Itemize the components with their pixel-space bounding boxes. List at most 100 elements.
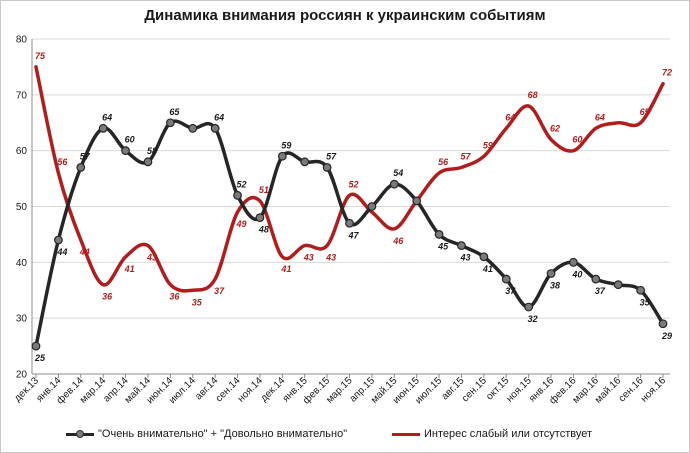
data-label-interest: 49: [236, 219, 247, 229]
data-point-attention: [569, 257, 578, 267]
data-label-interest: 57: [460, 151, 471, 161]
data-point-attention: [434, 230, 444, 239]
data-label-interest: 41: [124, 264, 135, 274]
data-label-attention: 52: [237, 179, 247, 189]
data-label-interest: 43: [146, 253, 157, 263]
data-point-attention: [613, 280, 623, 290]
data-point-attention: [591, 274, 601, 284]
data-label-interest: 65: [640, 107, 651, 117]
data-label-interest: 46: [392, 236, 404, 246]
data-point-attention: [658, 319, 668, 329]
data-label-attention: 40: [571, 269, 582, 279]
data-label-interest: 52: [348, 179, 358, 189]
y-tick-label: 50: [16, 202, 28, 213]
data-label-interest: 56: [57, 157, 68, 167]
x-tick-label: май.16: [593, 375, 624, 406]
data-label-attention: 38: [550, 281, 560, 291]
x-tick-label: мар.14: [78, 375, 109, 406]
data-label-attention: 60: [125, 135, 135, 145]
x-tick-label: ноя.16: [639, 375, 669, 405]
data-point-attention: [479, 252, 489, 262]
data-label-attention: 57: [326, 151, 337, 161]
data-label-attention: 47: [347, 230, 359, 240]
data-label-interest: 64: [505, 112, 515, 122]
data-label-interest: 36: [102, 292, 113, 302]
data-label-attention: 45: [437, 241, 449, 251]
y-tick-label: 70: [16, 90, 28, 101]
data-point-attention: [31, 341, 41, 351]
data-label-attention: 29: [661, 331, 672, 341]
data-point-attention: [412, 196, 422, 206]
data-point-attention: [636, 285, 646, 295]
data-point-attention: [389, 179, 399, 189]
data-label-interest: 37: [214, 286, 225, 296]
legend-label-interest: Интерес слабый или отсутствует: [424, 428, 593, 440]
data-point-attention: [255, 213, 265, 223]
data-label-attention: 64: [214, 112, 224, 122]
legend-label-attention: "Очень внимательно" + "Довольно внимател…: [98, 428, 348, 440]
data-label-interest: 35: [192, 297, 203, 307]
data-point-attention: [457, 241, 466, 250]
data-label-attention: 59: [281, 140, 291, 150]
legend-item-attention: "Очень внимательно" + "Довольно внимател…: [66, 428, 347, 440]
data-point-attention: [501, 274, 511, 284]
data-label-attention: 37: [595, 286, 606, 296]
legend-swatch-attention: [66, 428, 94, 440]
chart-title: Динамика внимания россиян к украинским с…: [144, 7, 546, 24]
x-tick-label: мар.15: [324, 375, 355, 406]
data-label-attention: 35: [640, 297, 651, 307]
data-label-attention: 37: [505, 286, 516, 296]
data-label-attention: 44: [56, 247, 67, 257]
data-label-interest: 43: [325, 253, 336, 263]
y-tick-label: 80: [16, 35, 28, 46]
data-point-attention: [322, 163, 332, 172]
data-label-interest: 56: [438, 157, 449, 167]
data-point-attention: [165, 118, 175, 128]
legend-item-interest: Интерес слабый или отсутствует: [392, 428, 592, 440]
data-label-interest: 41: [280, 264, 291, 274]
data-label-attention: 25: [34, 353, 46, 363]
data-point-attention: [546, 269, 556, 278]
data-point-attention: [300, 157, 310, 167]
data-point-attention: [233, 190, 242, 200]
data-point-attention: [210, 123, 220, 133]
data-label-interest: 44: [79, 247, 90, 257]
data-label-interest: 64: [595, 112, 605, 122]
series-line-interest: [34, 65, 665, 293]
data-label-attention: 48: [258, 225, 269, 235]
data-label-attention: 43: [459, 253, 470, 263]
data-label-interest: 43: [303, 253, 314, 263]
data-point-attention: [76, 163, 86, 172]
legend-swatch-interest: [392, 428, 420, 440]
data-point-attention: [53, 235, 63, 245]
x-tick-label: сен.15: [460, 375, 489, 404]
series-line-attention: [34, 119, 665, 348]
data-point-attention: [345, 218, 354, 228]
data-point-attention: [277, 151, 287, 161]
data-label-interest: 51: [259, 185, 269, 195]
y-tick-label: 60: [16, 146, 28, 157]
data-label-interest: 59: [483, 140, 493, 150]
y-tick-label: 20: [16, 370, 28, 381]
data-label-interest: 62: [550, 124, 560, 134]
data-label-attention: 65: [169, 107, 180, 117]
data-point-attention: [188, 123, 198, 133]
chart-legend: "Очень внимательно" + "Довольно внимател…: [0, 428, 690, 446]
data-label-interest: 36: [169, 292, 180, 302]
x-tick-label: ноя.14: [236, 375, 266, 405]
data-label-interest: 75: [35, 51, 46, 61]
data-label-attention: 57: [80, 151, 91, 161]
data-label-attention: 58: [147, 146, 157, 156]
data-label-attention: 32: [528, 314, 538, 324]
data-point-attention: [367, 202, 377, 211]
data-label-interest: 68: [528, 90, 538, 100]
data-label-attention: 41: [482, 264, 493, 274]
data-point-attention: [121, 146, 130, 156]
data-label-interest: 60: [572, 135, 582, 145]
data-point-attention: [524, 302, 534, 312]
y-tick-label: 40: [16, 258, 28, 269]
data-point-attention: [98, 123, 108, 133]
data-point-attention: [143, 157, 153, 167]
